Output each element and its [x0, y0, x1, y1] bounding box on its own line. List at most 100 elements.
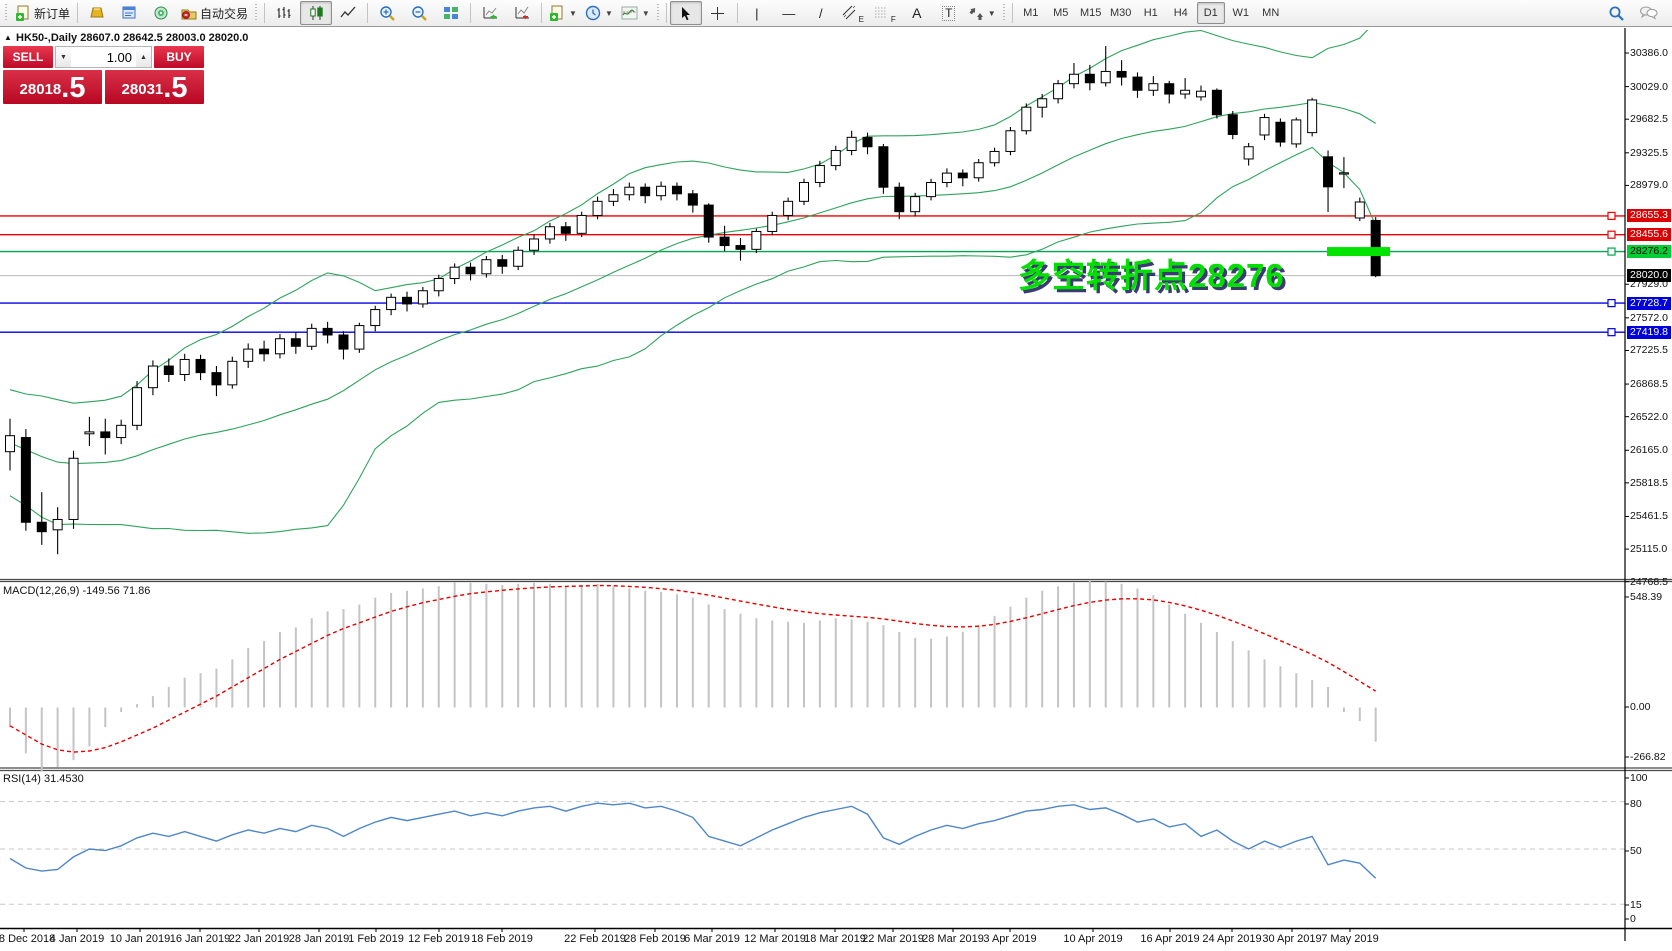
zoom-in-button[interactable]: [371, 1, 403, 25]
timeframe-button-h4[interactable]: H4: [1173, 7, 1188, 19]
price-axis-tick: 30029.0: [1630, 80, 1668, 93]
chart-shift-button[interactable]: [506, 1, 538, 25]
date-axis-label: 12 Feb 2019: [408, 933, 470, 945]
indicators-button[interactable]: ▼: [617, 1, 654, 25]
timeframe-button-mn[interactable]: MN: [1262, 7, 1280, 19]
timeframe-button-m5[interactable]: M5: [1053, 7, 1069, 19]
timeframe-button-w1[interactable]: W1: [1232, 7, 1249, 19]
bid-pips: .5: [61, 72, 86, 104]
price-axis-tick: 25115.0: [1630, 543, 1668, 556]
price-axis-tick: 25818.5: [1630, 476, 1668, 489]
date-axis-label: 22 Mar 2019: [862, 933, 924, 945]
one-click-collapse-arrow[interactable]: ▲: [4, 33, 12, 42]
timeframe-button-d1[interactable]: D1: [1196, 2, 1225, 24]
market-watch-button[interactable]: [81, 1, 113, 25]
fibonacci-letter: F: [890, 15, 896, 24]
date-axis-label: 18 Mar 2019: [804, 933, 866, 945]
macd-indicator-label: MACD(12,26,9) -149.56 71.86: [3, 585, 150, 597]
date-axis-label: 22 Feb 2019: [564, 933, 626, 945]
horizontal-line-tool-button[interactable]: —: [773, 1, 805, 25]
tile-windows-button[interactable]: [435, 1, 467, 25]
macd-values: -149.56 71.86: [82, 585, 151, 597]
toolbar-drag-handle[interactable]: [4, 4, 9, 22]
timeframe-button-m1[interactable]: M1: [1023, 7, 1039, 19]
price-axis-tick: 28979.0: [1630, 179, 1668, 192]
date-axis-label: 22 Jan 2019: [228, 933, 290, 945]
rsi-axis-tick: 15: [1630, 899, 1642, 911]
periods-dropdown-arrow: ▼: [604, 8, 613, 18]
timeframe-button-h1[interactable]: H1: [1143, 7, 1158, 19]
auto-scroll-button[interactable]: [474, 1, 506, 25]
toolbar-drag-handle[interactable]: [254, 4, 260, 22]
volume-increase-button[interactable]: ▲: [136, 47, 151, 67]
line-chart-button[interactable]: [332, 1, 364, 25]
volume-input[interactable]: [71, 47, 136, 67]
line-chart-icon: [340, 6, 356, 18]
periods-button[interactable]: ▼: [581, 1, 617, 25]
chart-canvas[interactable]: [0, 28, 1672, 951]
vertical-line-tool-button[interactable]: |: [741, 1, 773, 25]
chat-button[interactable]: [1632, 1, 1664, 25]
date-axis-label: 10 Jan 2019: [109, 933, 171, 945]
indicators-dropdown-arrow: ▼: [641, 8, 650, 18]
new-order-button[interactable]: 新订单: [11, 1, 74, 25]
macd-name: MACD(12,26,9): [3, 585, 80, 597]
rsi-indicator-label: RSI(14) 31.4530: [3, 773, 84, 785]
crosshair-tool-button[interactable]: [702, 1, 734, 25]
ask-price[interactable]: 28031.5: [105, 70, 204, 104]
navigator-button[interactable]: [145, 1, 177, 25]
ask-main: 28031: [121, 81, 164, 98]
channel-tool-button[interactable]: E: [837, 1, 869, 25]
new-order-label: 新订单: [34, 6, 71, 21]
arrow-objects-icon: [969, 7, 983, 20]
vertical-line-icon: |: [755, 5, 759, 21]
fibonacci-tool-button[interactable]: F: [869, 1, 901, 25]
zoom-out-button[interactable]: [403, 1, 435, 25]
label-tool-button[interactable]: T: [933, 1, 965, 25]
date-axis-label: 28 Feb 2019: [624, 933, 686, 945]
ask-pips: .5: [163, 72, 188, 104]
chart-shift-icon: [515, 6, 529, 20]
autotrading-button[interactable]: 自动交易: [177, 1, 252, 25]
text-tool-button[interactable]: A: [901, 1, 933, 25]
arrows-tool-button[interactable]: ▼: [965, 1, 1000, 25]
macd-axis-tick: 548.39: [1630, 591, 1663, 603]
indicators-icon: [621, 6, 638, 20]
buy-button[interactable]: BUY: [154, 46, 204, 68]
date-axis-label: 1 Feb 2019: [348, 933, 404, 945]
data-window-button[interactable]: [113, 1, 145, 25]
bid-main: 28018: [19, 81, 62, 98]
timeframe-button-m30[interactable]: M30: [1110, 7, 1132, 19]
label-tool-icon: T: [942, 5, 956, 21]
date-axis-label: 18 Feb 2019: [471, 933, 533, 945]
templates-button[interactable]: ▼: [545, 1, 581, 25]
rsi-axis-tick: 100: [1630, 772, 1648, 784]
cursor-tool-button[interactable]: [669, 1, 702, 25]
candlestick-chart-button[interactable]: [300, 1, 333, 25]
price-line-badge: 28455.6: [1627, 228, 1671, 242]
current-price-badge: 28020.0: [1627, 269, 1671, 283]
price-axis-tick: 24768.5: [1630, 575, 1668, 588]
volume-stepper: ▼ ▲: [55, 46, 152, 68]
toolbar-drag-handle[interactable]: [1001, 4, 1007, 22]
sell-button[interactable]: SELL: [3, 46, 53, 68]
price-axis-tick: 27572.0: [1630, 311, 1668, 324]
trendline-tool-button[interactable]: /: [805, 1, 837, 25]
macd-axis-tick: -266.82: [1630, 751, 1666, 763]
volume-decrease-button[interactable]: ▼: [56, 47, 71, 67]
price-axis-tick: 26522.0: [1630, 410, 1668, 423]
toolbar-drag-handle[interactable]: [655, 4, 661, 22]
macd-axis-tick: 0.00: [1630, 701, 1651, 713]
bar-chart-button[interactable]: [268, 1, 300, 25]
chart-symbol-period: HK50-,Daily: [16, 32, 78, 44]
rsi-value: 31.4530: [43, 773, 84, 785]
price-line-badge: 28655.3: [1627, 209, 1671, 223]
date-axis-label: 28 Dec 2018: [0, 933, 56, 945]
timeframe-button-m15[interactable]: M15: [1080, 7, 1102, 19]
search-button[interactable]: [1600, 1, 1632, 25]
bid-price[interactable]: 28018.5: [3, 70, 102, 104]
trendline-icon: /: [818, 5, 823, 21]
chart-window[interactable]: ▲ HK50-,Daily 28607.0 28642.5 28003.0 28…: [0, 28, 1672, 951]
text-tool-icon: A: [912, 4, 922, 21]
